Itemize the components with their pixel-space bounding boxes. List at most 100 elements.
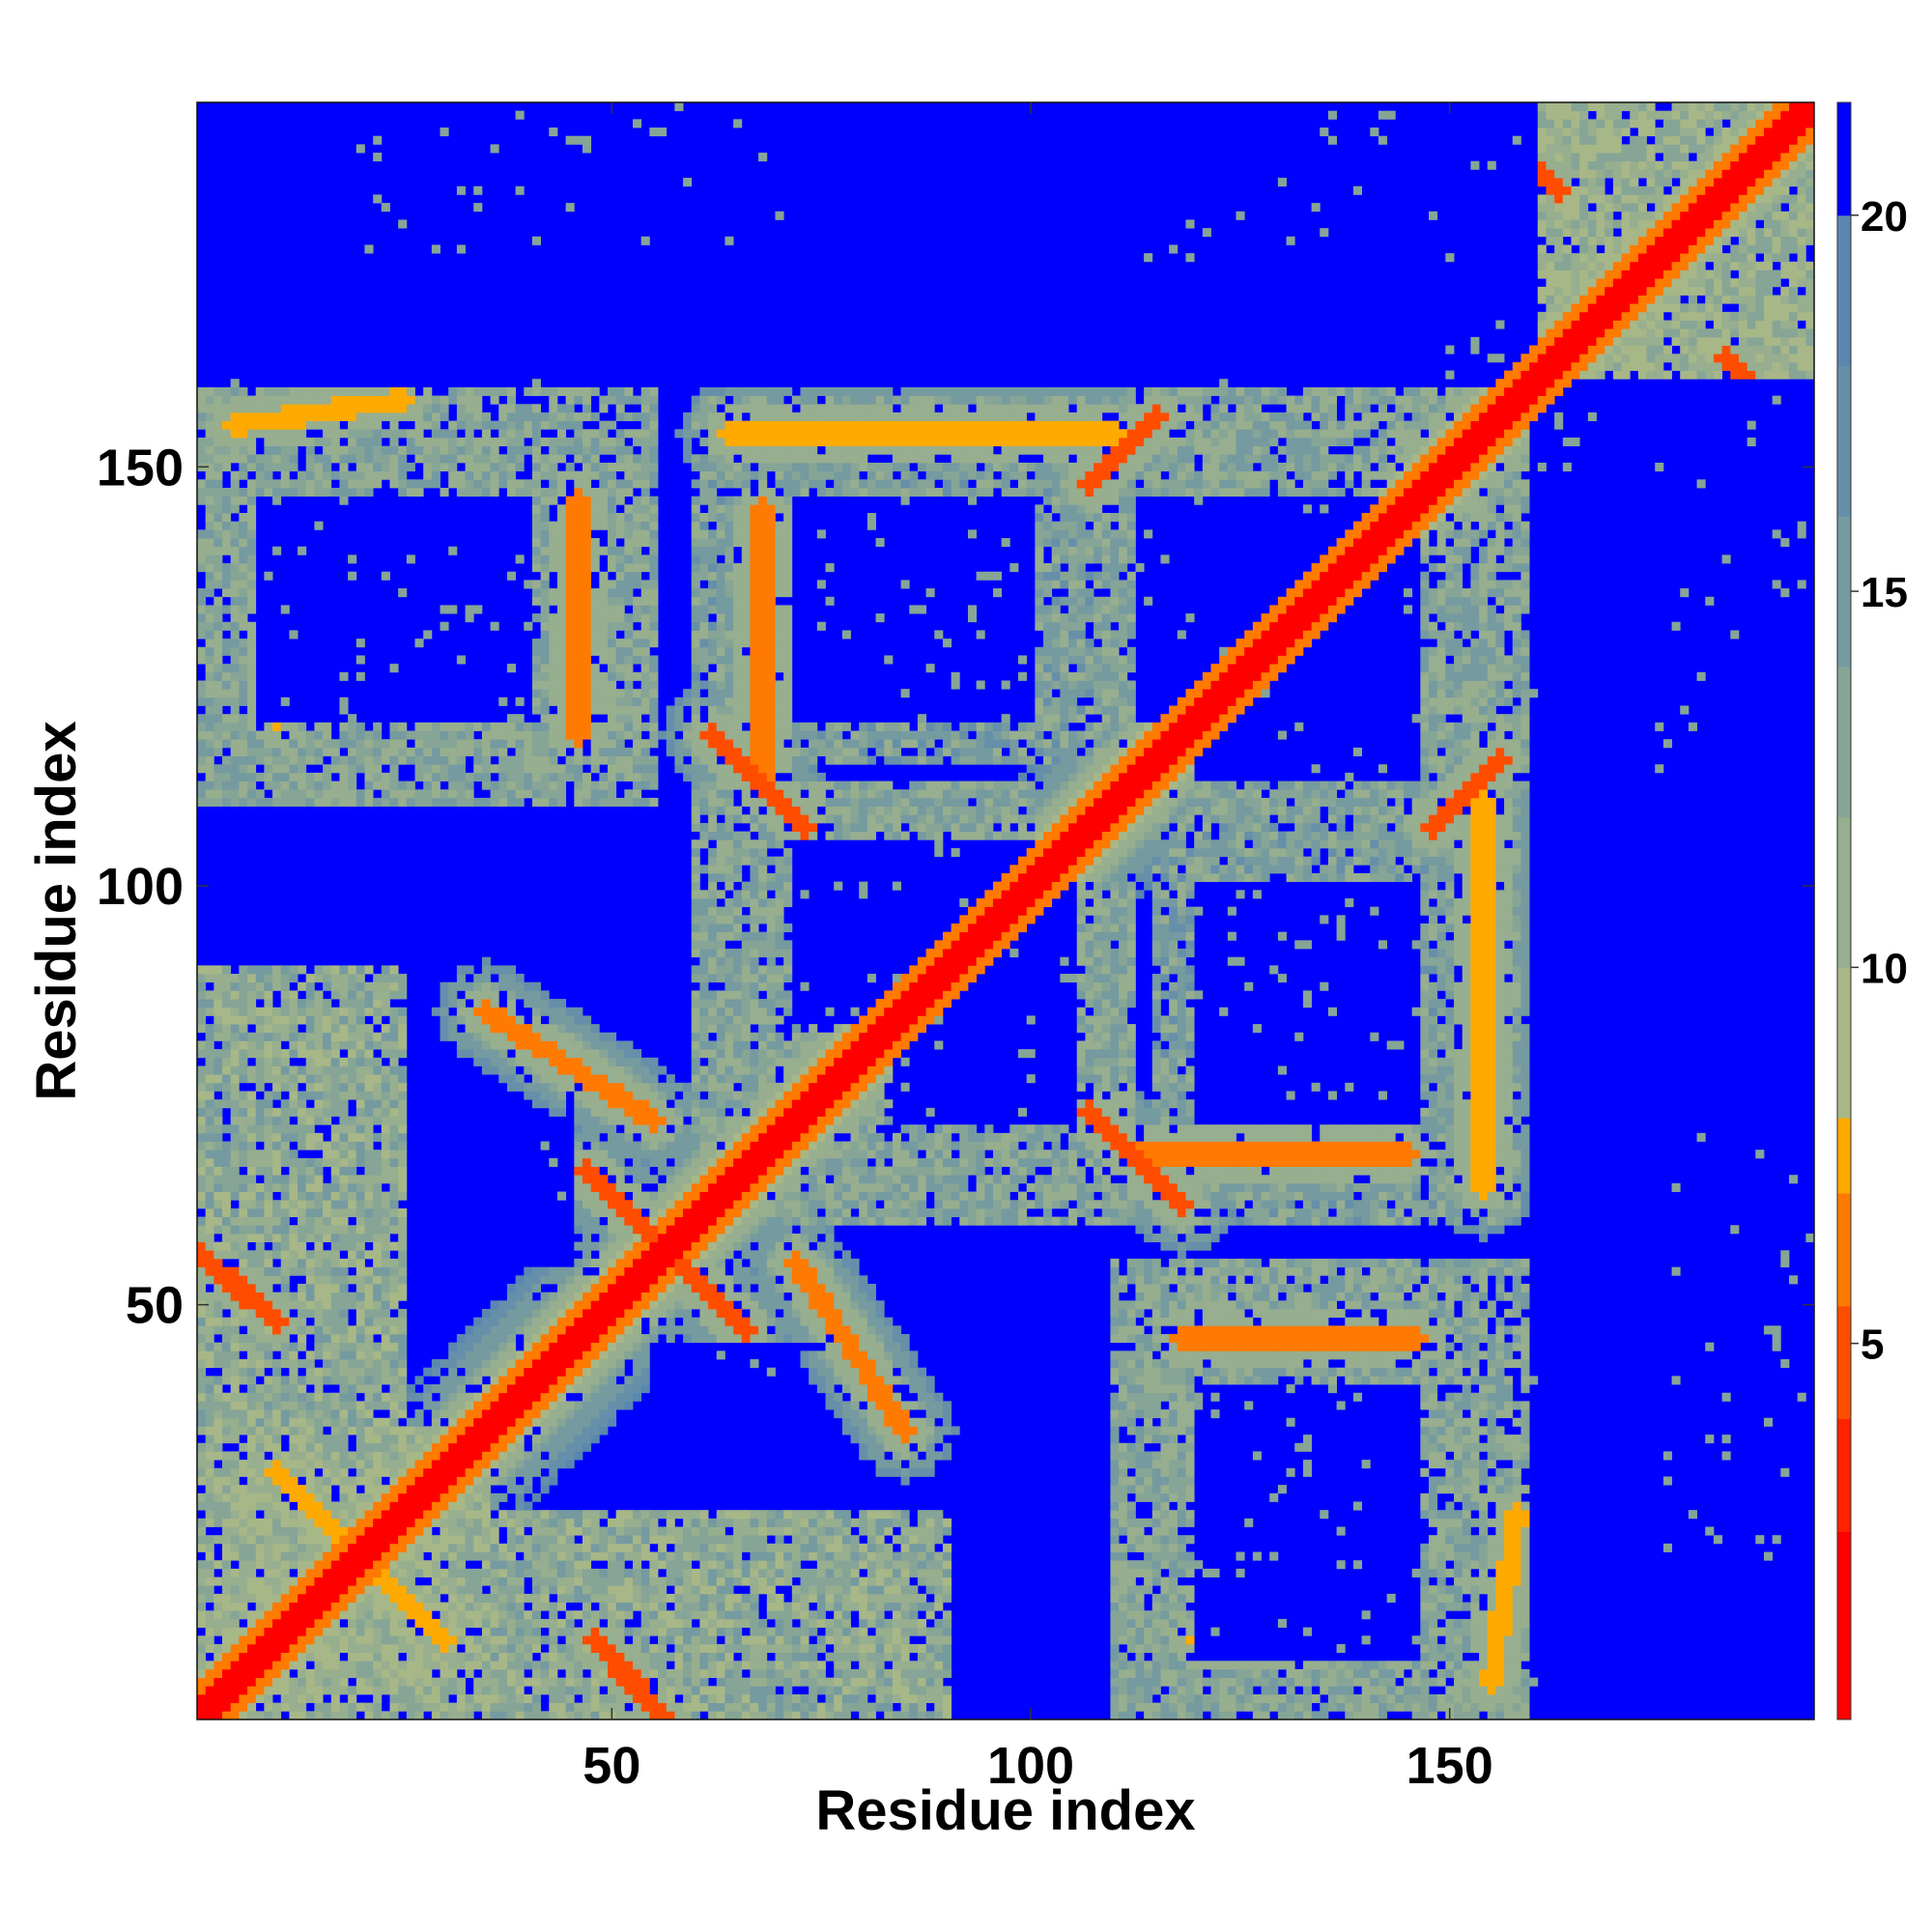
heatmap-cell	[1512, 1518, 1521, 1527]
heatmap-cell	[230, 1175, 240, 1184]
heatmap-cell	[524, 1618, 533, 1628]
heatmap-cell	[272, 1208, 282, 1217]
heatmap-cell	[280, 764, 290, 774]
heatmap-cell	[330, 1467, 340, 1477]
heatmap-cell	[1487, 1711, 1496, 1720]
heatmap-cell	[230, 999, 240, 1009]
heatmap-cell	[574, 1711, 583, 1720]
heatmap-cell	[406, 1476, 415, 1486]
heatmap-cell	[222, 1577, 232, 1586]
heatmap-cell	[481, 1501, 491, 1511]
heatmap-cell	[783, 1526, 793, 1536]
heatmap-cell	[1169, 1661, 1179, 1670]
heatmap-cell	[490, 1627, 499, 1636]
heatmap-cell	[272, 1568, 282, 1577]
heatmap-cell	[724, 1518, 734, 1527]
heatmap-cell	[800, 1593, 810, 1603]
heatmap-cell	[540, 1635, 550, 1645]
heatmap-cell	[272, 1535, 282, 1545]
heatmap-cell	[456, 1686, 466, 1695]
heatmap-cell	[582, 1711, 592, 1720]
heatmap-cell	[381, 1258, 390, 1268]
heatmap-cell	[716, 1618, 725, 1628]
heatmap-cell	[230, 605, 240, 614]
heatmap-cell	[750, 1618, 759, 1628]
heatmap-cell	[230, 1124, 240, 1134]
heatmap-cell	[272, 1225, 282, 1235]
heatmap-cell	[481, 1677, 491, 1687]
heatmap-cell	[1361, 1677, 1371, 1687]
heatmap-cell	[373, 1250, 383, 1260]
heatmap-cell	[280, 797, 290, 807]
heatmap-cell	[741, 1593, 751, 1603]
heatmap-cell	[197, 1543, 207, 1552]
heatmap-cell	[213, 521, 223, 530]
heatmap-cell	[213, 1107, 223, 1117]
heatmap-cell	[1169, 1518, 1179, 1527]
heatmap-cell	[272, 1367, 282, 1377]
heatmap-cell	[289, 1693, 298, 1704]
heatmap-cell	[280, 1401, 290, 1410]
heatmap-cell	[330, 1082, 340, 1092]
heatmap-cell	[230, 496, 240, 505]
heatmap-cell	[247, 429, 257, 439]
heatmap-cell	[716, 1610, 725, 1620]
heatmap-cell	[1244, 1677, 1254, 1687]
heatmap-cell	[783, 1643, 793, 1654]
heatmap-cell	[355, 1334, 365, 1344]
heatmap-cell	[364, 1518, 374, 1527]
heatmap-cell	[624, 1568, 634, 1577]
heatmap-cell	[323, 1007, 332, 1016]
heatmap-cell	[205, 990, 214, 1000]
heatmap-cell	[531, 1610, 542, 1620]
heatmap-cell	[255, 1501, 265, 1511]
heatmap-cell	[239, 1233, 248, 1242]
heatmap-cell	[364, 1652, 374, 1662]
heatmap-cell	[205, 1376, 214, 1385]
heatmap-cell	[298, 1392, 307, 1402]
heatmap-cell	[272, 1166, 282, 1176]
heatmap-cell	[515, 1652, 525, 1662]
heatmap-cell	[205, 965, 214, 975]
heatmap-cell	[1177, 1635, 1186, 1645]
heatmap-cell	[339, 1057, 349, 1066]
heatmap-cell	[289, 386, 298, 396]
heatmap-cell	[239, 470, 248, 480]
heatmap-cell	[264, 1024, 273, 1034]
heatmap-cell	[431, 1602, 440, 1611]
heatmap-cell	[733, 1577, 743, 1586]
heatmap-cell	[373, 429, 383, 439]
heatmap-cell	[683, 1518, 693, 1527]
heatmap-cell	[1119, 1635, 1128, 1645]
heatmap-cell	[1436, 1535, 1446, 1545]
heatmap-cell	[750, 1693, 759, 1704]
heatmap-cell	[280, 605, 290, 614]
heatmap-cell	[1479, 1652, 1489, 1662]
heatmap-cell	[724, 1535, 734, 1545]
heatmap-cell	[197, 1266, 207, 1276]
heatmap-cell	[733, 1535, 743, 1545]
heatmap-cell	[1110, 1627, 1120, 1636]
heatmap-cell	[289, 965, 298, 975]
heatmap-cell	[800, 1652, 810, 1662]
heatmap-cell	[348, 412, 357, 421]
heatmap-cell	[1194, 1693, 1204, 1704]
heatmap-cell	[339, 1292, 349, 1301]
heatmap-cell	[289, 479, 298, 489]
heatmap-cell	[339, 1065, 349, 1075]
heatmap-cell	[247, 1376, 257, 1385]
heatmap-cell	[925, 1677, 935, 1687]
heatmap-cell	[1520, 1526, 1530, 1536]
heatmap-cell	[298, 1501, 307, 1511]
heatmap-cell	[230, 655, 240, 665]
heatmap-cell	[741, 1526, 751, 1536]
heatmap-cell	[239, 1635, 248, 1645]
heatmap-cell	[942, 1560, 952, 1570]
heatmap-cell	[197, 1015, 207, 1025]
heatmap-cell	[230, 538, 240, 548]
heatmap-cell	[381, 1460, 390, 1469]
heatmap-cell	[222, 1141, 232, 1151]
heatmap-cell	[1378, 1661, 1388, 1670]
heatmap-cell	[255, 1585, 265, 1595]
heatmap-cell	[381, 1510, 390, 1520]
